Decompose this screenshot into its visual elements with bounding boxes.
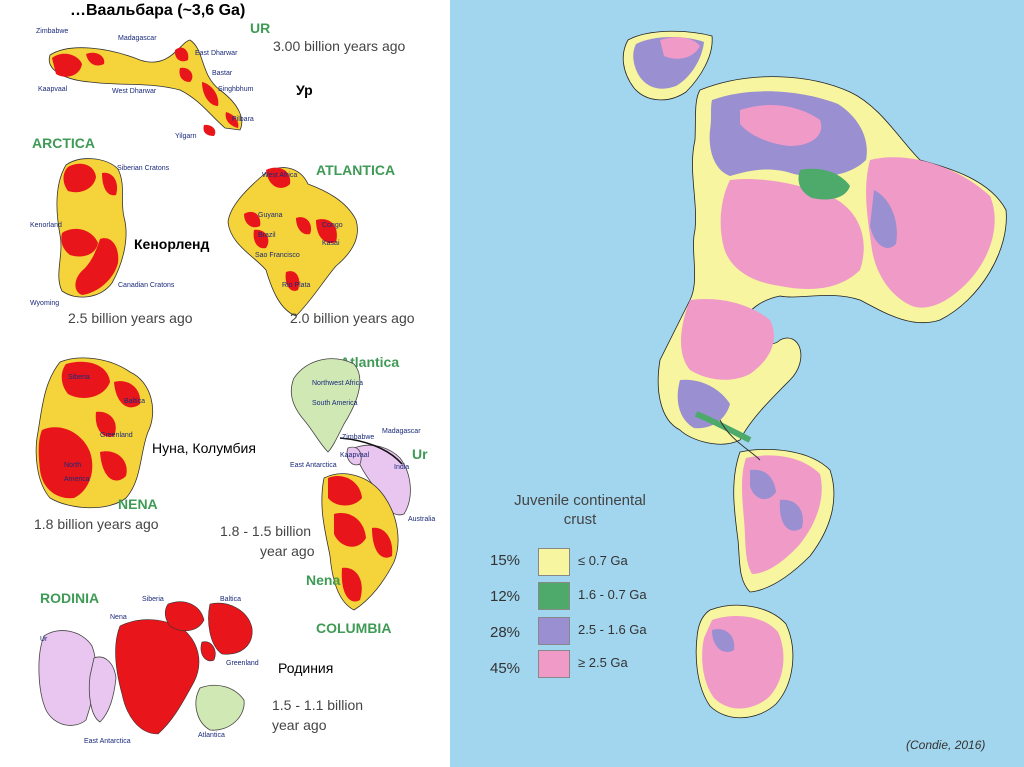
legend-pct-4: 45% xyxy=(490,660,521,677)
rodinia-label-greenland: Greenland xyxy=(226,660,259,667)
nena-map xyxy=(35,357,154,509)
columbia-label-east-antarctica: East Antarctica xyxy=(290,462,337,469)
columbia-label-zimbabwe: Zimbabwe xyxy=(342,434,375,441)
arctica-age: 2.5 billion years ago xyxy=(68,310,193,326)
ur-label-west-dharwar: West Dharwar xyxy=(112,88,157,95)
arctica-label-kenorland: Kenorland xyxy=(30,222,62,229)
columbia-label-madagascar: Madagascar xyxy=(382,428,421,435)
supercontinent-panel: …Ваальбара (~3,6 Ga) UR 3.00 billion yea… xyxy=(0,0,450,767)
legend-swatch-purple xyxy=(538,617,570,645)
arctica-label-wyoming: Wyoming xyxy=(30,300,60,307)
ur-label-singhbhum: Singhbhum xyxy=(218,86,254,93)
arctica-map xyxy=(56,158,127,298)
legend-pct-2: 12% xyxy=(490,588,521,605)
legend-swatch-green xyxy=(538,582,570,610)
rodinia-label-ur: Ur xyxy=(40,636,48,643)
ur-ru-label: Ур xyxy=(296,82,313,98)
nena-age: 1.8 billion years ago xyxy=(34,516,159,532)
atlantica-label-guyana: Guyana xyxy=(258,212,283,219)
legend-title-line1: Juvenile continental xyxy=(514,492,646,509)
legend-label-3: 2.5 - 1.6 Ga xyxy=(578,622,647,637)
nena-heading: NENA xyxy=(118,496,158,512)
nena-ru-label: Нуна, Колумбия xyxy=(152,440,256,456)
citation: (Condie, 2016) xyxy=(906,738,986,752)
atlantica-label-west-africa: West Africa xyxy=(262,172,298,179)
nena-label-siberia: Siberia xyxy=(68,374,90,381)
atlantica-map xyxy=(227,167,358,317)
ur-label-pilbara: Pilbara xyxy=(232,116,254,123)
ur-map xyxy=(48,39,243,136)
rodinia-map xyxy=(38,601,253,735)
legend-pct-3: 28% xyxy=(490,624,521,641)
rodinia-heading: RODINIA xyxy=(40,590,100,606)
arctica-label-siberian: Siberian Cratons xyxy=(117,165,170,172)
legend-label-2: 1.6 - 0.7 Ga xyxy=(578,587,647,602)
atlantica-label-sao-francisco: Sao Francisco xyxy=(255,252,300,259)
atlantica-heading: ATLANTICA xyxy=(316,162,396,178)
columbia-ur-heading: Ur xyxy=(412,446,428,462)
nena-label-baltica: Baltica xyxy=(124,398,146,405)
legend-swatch-young xyxy=(538,548,570,576)
rodinia-label-siberia: Siberia xyxy=(142,596,164,603)
columbia-heading: COLUMBIA xyxy=(316,620,392,636)
page-title: …Ваальбара (~3,6 Ga) xyxy=(70,2,246,19)
ur-label-kaapvaal: Kaapvaal xyxy=(38,86,68,93)
arctica-ru-label: Кенорленд xyxy=(134,236,210,252)
rodinia-ru-label: Родиния xyxy=(278,660,334,676)
atlantica-age: 2.0 billion years ago xyxy=(290,310,415,326)
ur-label-bastar: Bastar xyxy=(212,70,233,77)
rodinia-label-atlantica: Atlantica xyxy=(198,732,225,739)
columbia-label-australia: Australia xyxy=(408,516,436,523)
ur-label-east-dharwar: East Dharwar xyxy=(195,50,238,57)
juvenile-crust-panel: Juvenile continental crust 15% ≤ 0.7 Ga … xyxy=(450,0,1024,767)
columbia-label-south-america: South America xyxy=(312,400,358,407)
ur-label-madagascar: Madagascar xyxy=(118,35,157,42)
legend-label-4: ≥ 2.5 Ga xyxy=(578,655,628,670)
ur-label-yilgarn: Yilgarn xyxy=(175,133,197,140)
columbia-label-nw-africa: Northwest Africa xyxy=(312,380,363,387)
columbia-age-line1: 1.8 - 1.5 billion xyxy=(220,523,312,539)
atlantica-label-brazil: Brazil xyxy=(258,232,276,239)
ur-age: 3.00 billion years ago xyxy=(273,38,406,54)
columbia-label-india: India xyxy=(394,464,410,471)
ur-label-zimbabwe: Zimbabwe xyxy=(36,28,69,35)
ur-heading: UR xyxy=(250,20,271,36)
arctica-heading: ARCTICA xyxy=(32,135,95,151)
legend-swatch-pink xyxy=(538,650,570,678)
atlantica-label-congo: Congo xyxy=(322,222,343,229)
rodinia-label-baltica: Baltica xyxy=(220,596,242,603)
columbia-nena-label: Nena xyxy=(306,572,341,588)
rodinia-label-nena: Nena xyxy=(110,614,127,621)
rodinia-age-line2: year ago xyxy=(272,717,327,733)
legend-pct-1: 15% xyxy=(490,552,521,569)
columbia-map xyxy=(290,358,411,611)
atlantica-label-rio-plata: Rio Plata xyxy=(282,282,311,289)
nena-label-greenland: Greenland xyxy=(100,432,133,439)
columbia-label-kaapvaal: Kaapvaal xyxy=(340,452,370,459)
nena-label-north: North xyxy=(64,462,82,469)
legend-title-line2: crust xyxy=(563,511,597,528)
rodinia-age-line1: 1.5 - 1.1 billion xyxy=(272,697,364,713)
rodinia-label-east-antarctica: East Antarctica xyxy=(84,738,131,745)
legend-label-1: ≤ 0.7 Ga xyxy=(578,553,628,568)
arctica-label-canadian: Canadian Cratons xyxy=(118,282,175,289)
world-crust-map xyxy=(622,30,1007,719)
atlantica-label-kasai: Kasai xyxy=(322,240,340,247)
nena-label-america: America xyxy=(64,476,90,483)
columbia-age-line2: year ago xyxy=(260,543,315,559)
